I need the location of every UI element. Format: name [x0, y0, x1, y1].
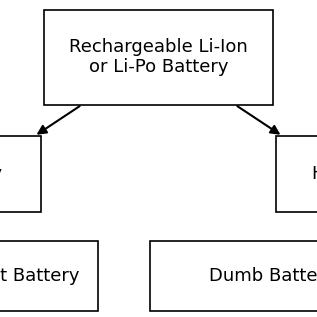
FancyBboxPatch shape	[44, 10, 273, 105]
Text: Rechargeable Li-Ion
or Li-Po Battery: Rechargeable Li-Ion or Li-Po Battery	[69, 38, 248, 76]
FancyBboxPatch shape	[150, 241, 317, 311]
Text: mart Battery: mart Battery	[0, 267, 80, 285]
FancyBboxPatch shape	[0, 136, 41, 212]
Text: ry: ry	[0, 165, 2, 183]
FancyBboxPatch shape	[0, 241, 98, 311]
Text: Ha: Ha	[312, 165, 317, 183]
FancyBboxPatch shape	[276, 136, 317, 212]
Text: Dumb Battery: Dumb Battery	[209, 267, 317, 285]
